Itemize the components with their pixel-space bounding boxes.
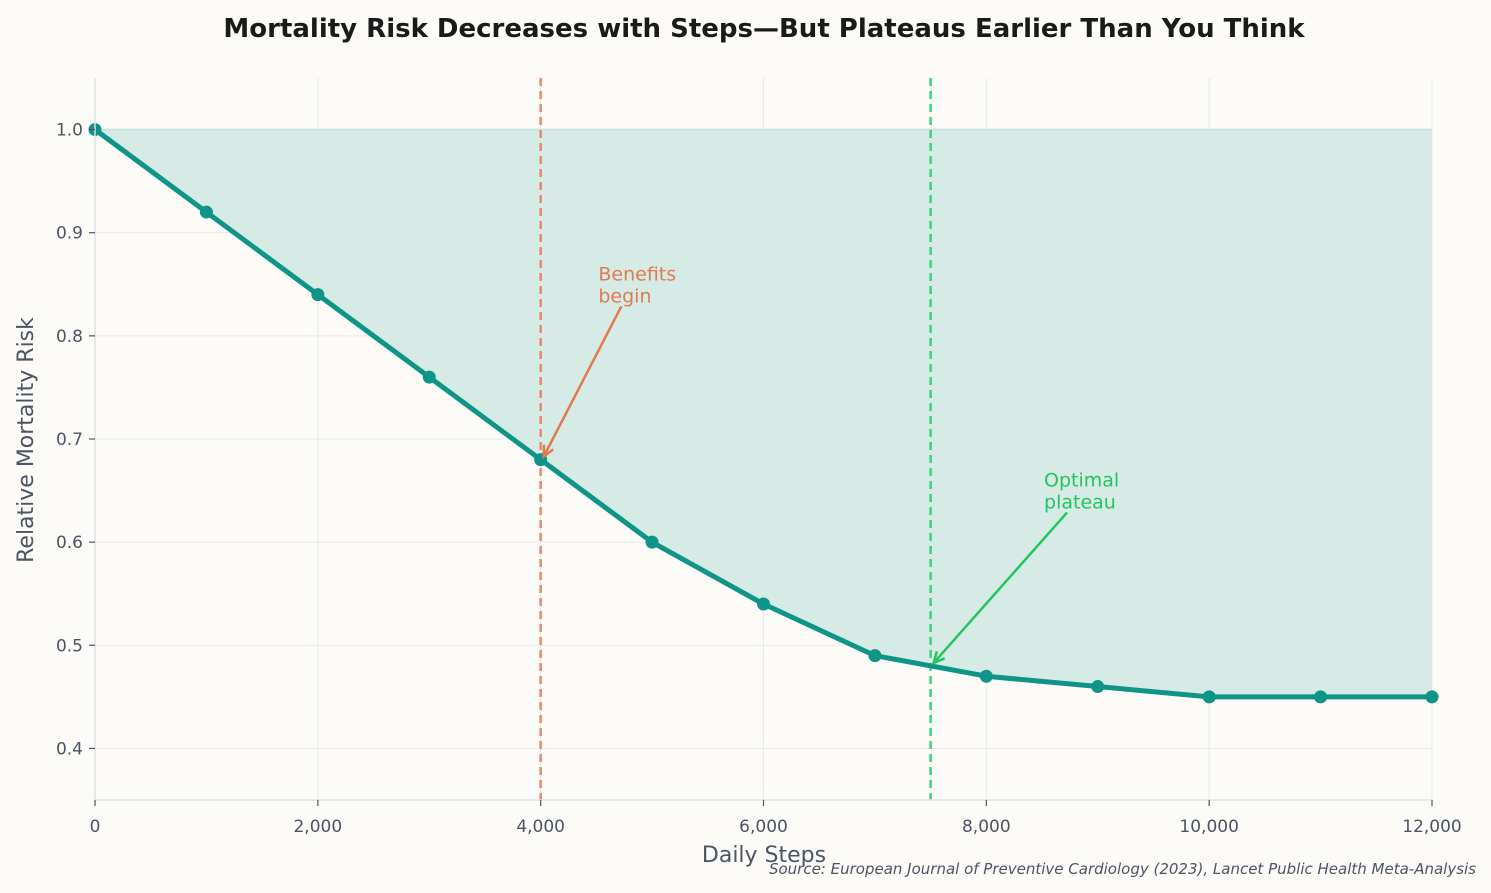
y-tick-label: 1.0: [56, 121, 83, 141]
axes: 0 2,000 4,000 6,000 8,000 10,000 12,000 0.4 0.5 0…: [56, 78, 1462, 837]
y-tick-label: 0.8: [56, 327, 83, 347]
data-point: [979, 669, 993, 683]
reference-lines: [539, 78, 932, 800]
chart-title: Mortality Risk Decreases with Steps—But …: [223, 14, 1305, 44]
y-tick-label: 0.4: [56, 739, 83, 759]
data-point: [868, 649, 882, 663]
y-tick-label: 0.6: [56, 533, 83, 553]
data-point: [199, 205, 213, 219]
annotation-text: begin: [598, 285, 651, 307]
annotation-text: plateau: [1044, 492, 1116, 514]
data-point: [1314, 690, 1328, 704]
annotation-text: Benefits: [598, 263, 676, 285]
data-point: [757, 597, 770, 611]
x-tick-label: 4,000: [516, 817, 565, 837]
series: [88, 123, 1439, 704]
x-tick-label: 10,000: [1179, 817, 1238, 837]
data-point: [1202, 690, 1216, 704]
annotation-arrowhead: [931, 651, 946, 666]
annotation-text: Optimal: [1044, 470, 1119, 492]
data-point: [645, 535, 659, 549]
annotation-arrow: [542, 305, 623, 458]
annotation-arrowhead: [542, 444, 555, 460]
data-point: [422, 370, 436, 384]
data-point: [311, 288, 325, 302]
y-axis-label: Relative Mortality Risk: [14, 317, 39, 563]
x-tick-label: 2,000: [293, 817, 342, 837]
x-axis-label: Daily Steps: [702, 843, 826, 868]
annotation-arrow: [932, 511, 1068, 664]
y-tick-label: 0.7: [56, 430, 83, 450]
area-between-curve-and-baseline: [95, 129, 1432, 697]
x-tick-label: 0: [90, 817, 101, 837]
data-point: [1091, 680, 1105, 694]
source-note: Source: European Journal of Preventive C…: [769, 860, 1476, 878]
y-tick-label: 0.9: [56, 224, 83, 244]
x-tick-label: 12,000: [1402, 817, 1461, 837]
y-tick-label: 0.5: [56, 636, 83, 656]
x-tick-label: 8,000: [962, 817, 1011, 837]
x-tick-label: 6,000: [739, 817, 788, 837]
data-point: [1425, 690, 1439, 704]
area-fill: [95, 128, 1432, 697]
